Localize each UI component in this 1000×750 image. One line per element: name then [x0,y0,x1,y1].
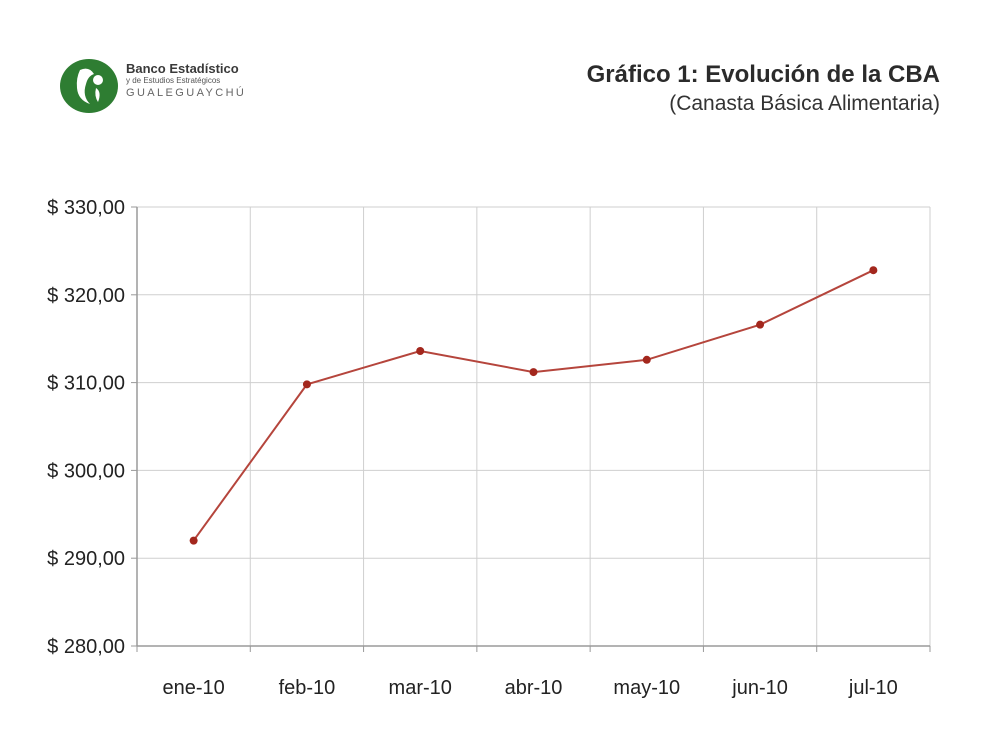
logo-tagline: y de Estudios Estratégicos [126,76,221,85]
x-tick-label: jun-10 [731,677,788,699]
x-tick-label: abr-10 [505,677,563,699]
data-point [756,320,765,329]
data-point [642,355,651,364]
data-point [529,368,538,377]
y-tick-label: $ 330,00 [47,197,125,219]
y-tick-label: $ 300,00 [47,460,125,482]
x-tick-label: mar-10 [389,677,452,699]
data-point [302,380,311,389]
y-tick-label: $ 310,00 [47,373,125,395]
data-point [416,346,425,355]
x-tick-label: may-10 [613,677,680,699]
series-line [192,269,874,542]
x-tick-label: jul-10 [848,677,898,699]
logo-emblem-icon [60,59,118,113]
chart-subtitle: (Canasta Básica Alimentaria) [669,92,940,115]
y-tick-label: $ 280,00 [47,636,125,658]
chart-title: Gráfico 1: Evolución de la CBA [586,61,940,88]
chart-header: Gráfico 1: Evolución de la CBA (Canasta … [587,60,940,118]
logo-city: GUALEGUAYCHÚ [126,87,247,99]
x-tick-label: ene-10 [163,677,225,699]
logo-name: Banco Estadístico [126,61,239,76]
data-point [869,266,878,275]
x-tick-label: feb-10 [279,677,336,699]
logo-text: Banco Estadístico y de Estudios Estratég… [126,62,246,100]
data-point [189,536,198,545]
y-tick-label: $ 290,00 [47,548,125,570]
bank-logo: Banco Estadístico y de Estudios Estratég… [58,56,278,120]
y-tick-label: $ 320,00 [47,285,125,307]
